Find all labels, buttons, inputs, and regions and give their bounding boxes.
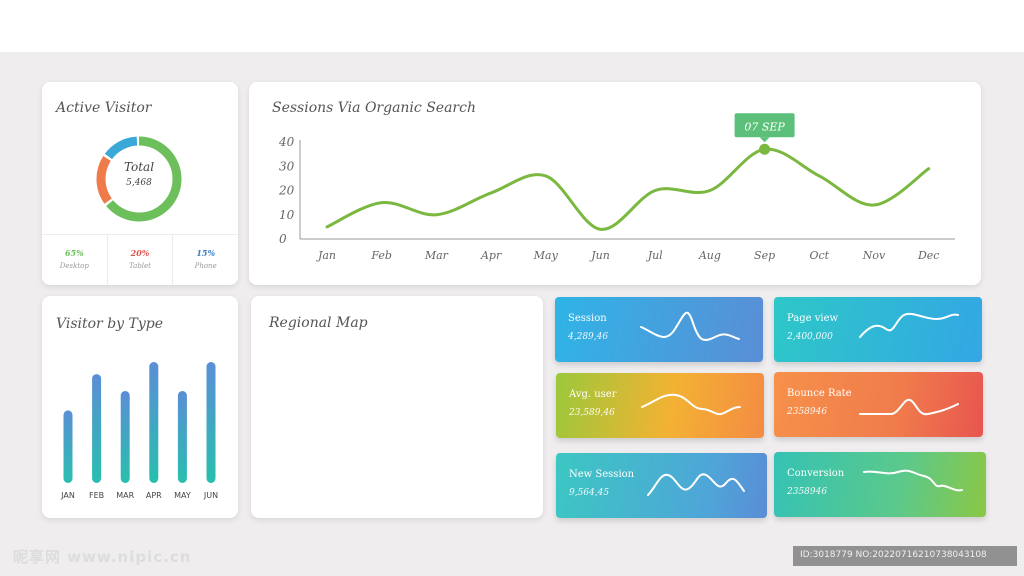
bounce-rate-sparkline bbox=[859, 398, 959, 416]
bar-feb bbox=[92, 374, 102, 483]
bar-label: MAY bbox=[174, 491, 191, 500]
x-tick-label: Aug bbox=[698, 249, 721, 262]
visitor-by-type-card: Visitor by Type JAN FEB MAR APR MAY JUN bbox=[42, 296, 238, 518]
sessions-card: Sessions Via Organic Search 40 30 20 10 0 Jan… bbox=[249, 82, 981, 285]
stat-tablet: 20% Tablet bbox=[108, 235, 174, 285]
bar-label: MAR bbox=[116, 491, 134, 500]
stat-desktop: 65% Desktop bbox=[42, 235, 108, 285]
bar-jun bbox=[206, 362, 216, 483]
new-session-tile[interactable]: New Session 9,564,45 bbox=[556, 453, 767, 518]
watermark-left: 昵享网 www.nipic.cn bbox=[13, 548, 192, 566]
stat-phone-percent: 15% bbox=[196, 248, 216, 258]
donut-total-label: Total bbox=[123, 160, 155, 174]
y-tick-label: 0 bbox=[279, 232, 287, 246]
visitor-by-type-chart: JAN FEB MAR APR MAY JUN bbox=[60, 362, 218, 500]
device-stats: 65% Desktop 20% Tablet 15% Phone bbox=[42, 234, 238, 285]
tooltip-text: 07 SEP bbox=[744, 120, 785, 133]
x-tick-label: Mar bbox=[424, 249, 449, 262]
stat-desktop-percent: 65% bbox=[64, 248, 84, 258]
avg-user-value: 23,589,46 bbox=[569, 408, 615, 418]
conversion-tile[interactable]: Conversion 2358946 bbox=[774, 452, 986, 517]
sessions-series-line bbox=[325, 147, 931, 231]
bar-label: JUN bbox=[203, 491, 218, 500]
regional-map-title: Regional Map bbox=[269, 315, 368, 331]
session-label: Session bbox=[568, 313, 607, 324]
donut-center: Total 5,468 bbox=[94, 160, 184, 188]
tooltip-box bbox=[734, 113, 795, 138]
highlight-point[interactable] bbox=[759, 143, 771, 155]
bar-jan bbox=[63, 410, 73, 483]
x-tick-label: Jan bbox=[316, 249, 336, 262]
bounce-rate-value: 2358946 bbox=[787, 407, 828, 417]
bar-label: JAN bbox=[60, 491, 75, 500]
bar-may bbox=[177, 391, 187, 483]
active-visitor-donut bbox=[96, 136, 182, 222]
y-tick-label: 10 bbox=[279, 208, 295, 222]
y-tick-label: 40 bbox=[278, 135, 295, 149]
stat-tablet-percent: 20% bbox=[130, 248, 150, 258]
regional-map-card: Regional Map bbox=[251, 296, 543, 518]
x-tick-label: Feb bbox=[370, 249, 392, 262]
donut-total-value: 5,468 bbox=[126, 178, 152, 188]
watermark-id: ID:3018779 NO:20220716210738043108 bbox=[793, 546, 1017, 566]
bar-label: FEB bbox=[89, 491, 104, 500]
x-tick-label: Jun bbox=[589, 249, 610, 262]
session-sparkline bbox=[640, 311, 740, 341]
session-value: 4,289,46 bbox=[568, 332, 609, 342]
bounce-rate-tile[interactable]: Bounce Rate 2358946 bbox=[774, 372, 983, 437]
donut-segment-0 bbox=[96, 136, 182, 222]
bounce-rate-label: Bounce Rate bbox=[787, 388, 852, 399]
page-view-label: Page view bbox=[787, 313, 839, 324]
x-tick-label: Nov bbox=[862, 249, 886, 262]
active-visitor-title: Active Visitor bbox=[56, 100, 152, 116]
x-tick-label: May bbox=[533, 249, 559, 262]
tooltip-arrow bbox=[759, 137, 770, 143]
x-tick-label: Sep bbox=[754, 249, 775, 262]
conversion-value: 2358946 bbox=[787, 487, 828, 497]
stat-tablet-label: Tablet bbox=[129, 262, 151, 270]
page-view-sparkline bbox=[859, 312, 959, 338]
sessions-title: Sessions Via Organic Search bbox=[272, 100, 476, 116]
avg-user-tile[interactable]: Avg. user 23,589,46 bbox=[556, 373, 764, 438]
x-tick-label: Oct bbox=[809, 249, 829, 262]
new-session-value: 9,564,45 bbox=[569, 488, 610, 498]
x-tick-label: Apr bbox=[480, 249, 502, 262]
new-session-sparkline bbox=[647, 473, 745, 496]
avg-user-sparkline bbox=[641, 393, 741, 416]
visitor-by-type-title: Visitor by Type bbox=[56, 316, 164, 332]
new-session-label: New Session bbox=[569, 469, 635, 480]
top-bar bbox=[0, 0, 1024, 52]
stat-phone: 15% Phone bbox=[173, 235, 238, 285]
avg-user-label: Avg. user bbox=[569, 389, 617, 400]
conversion-label: Conversion bbox=[787, 468, 845, 479]
active-visitor-card: Active Visitor Total 5,468 65% Desktop 2… bbox=[42, 82, 238, 285]
conversion-sparkline bbox=[863, 469, 963, 492]
stat-phone-label: Phone bbox=[194, 262, 217, 270]
bar-mar bbox=[120, 391, 130, 483]
bar-apr bbox=[149, 362, 159, 483]
bar-label: APR bbox=[146, 491, 162, 500]
y-tick-label: 20 bbox=[278, 184, 295, 198]
page-view-tile[interactable]: Page view 2,400,000 bbox=[774, 297, 982, 362]
x-tick-label: Dec bbox=[917, 249, 940, 262]
stat-desktop-label: Desktop bbox=[59, 262, 89, 270]
x-tick-label: Jul bbox=[646, 249, 663, 262]
sessions-line-chart: 40 30 20 10 0 Jan Feb Mar Apr May Jun Jul Aug Sep Oct N… bbox=[278, 113, 955, 262]
session-tile[interactable]: Session 4,289,46 bbox=[555, 297, 763, 362]
y-tick-label: 30 bbox=[279, 159, 295, 173]
donut-segment-1 bbox=[96, 136, 182, 222]
page-view-value: 2,400,000 bbox=[787, 332, 833, 342]
